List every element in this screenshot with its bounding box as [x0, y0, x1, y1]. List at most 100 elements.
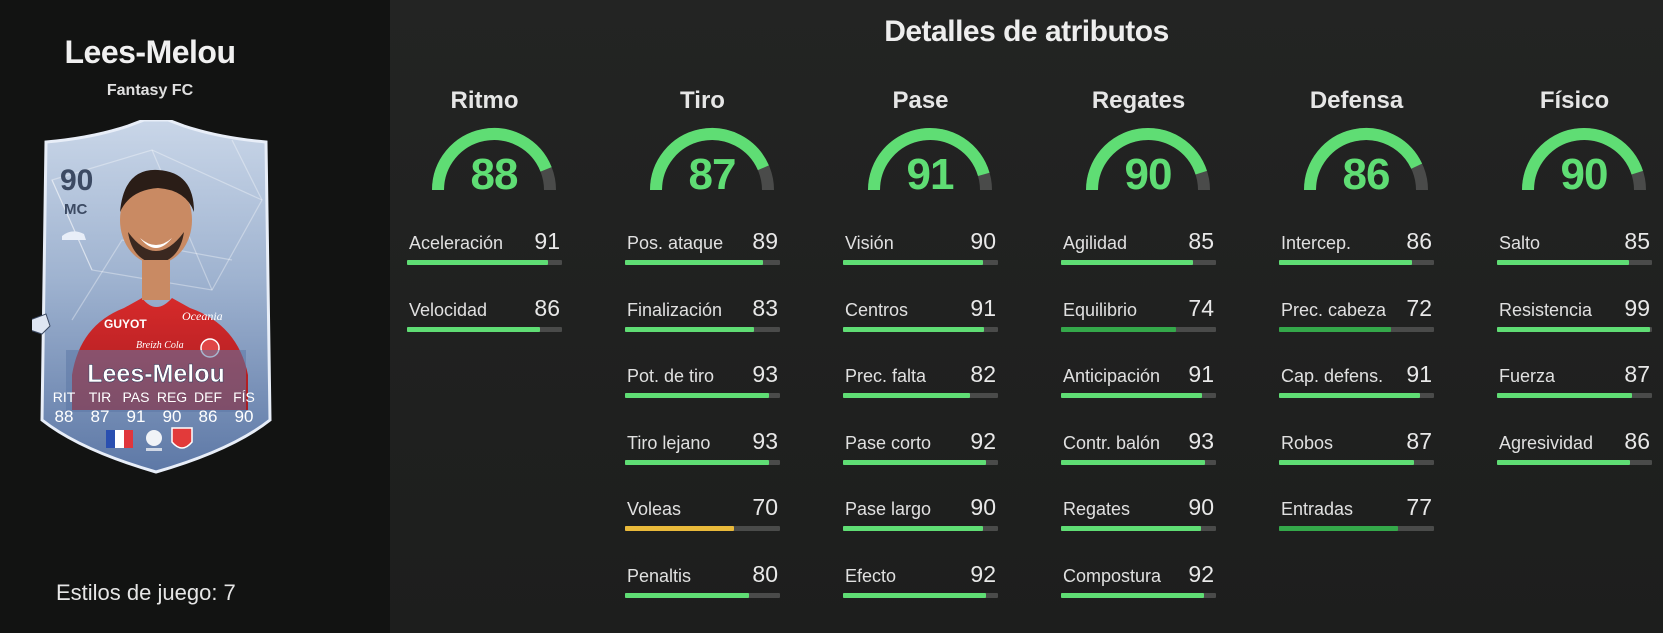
stat-label: Pase largo: [845, 499, 932, 519]
league-logo-icon: [146, 430, 162, 451]
stat-bar-fill: [1497, 460, 1631, 465]
stat-value: 87: [1624, 361, 1650, 387]
stat-row: Compostura 92: [1061, 561, 1216, 606]
stat-label: Visión: [845, 233, 894, 253]
stat-bar-fill: [625, 526, 734, 531]
stat-value: 87: [1406, 428, 1432, 454]
stat-row: Prec. falta 82: [843, 361, 998, 406]
stat-row: Tiro lejano 93: [625, 428, 780, 473]
stat-label: Penaltis: [627, 566, 692, 586]
stat-row: Robos 87: [1279, 428, 1434, 473]
stat-bar-fill: [843, 393, 971, 398]
stat-value: 90: [970, 494, 996, 520]
stat-bar-fill: [843, 327, 985, 332]
stat-label: Entradas: [1281, 499, 1354, 519]
card-stat-label-reg: REG: [157, 389, 187, 405]
gauge-fill: [868, 128, 990, 191]
card-rating: 90: [60, 164, 93, 197]
card-stat-value-tir: 87: [91, 407, 110, 426]
stat-bar-fill: [625, 393, 770, 398]
stat-row: Finalización 83: [625, 295, 780, 340]
stat-bar-fill: [843, 593, 986, 598]
stat-value: 89: [752, 228, 778, 254]
stat-row: Velocidad 86: [407, 295, 562, 340]
card-stat-label-fis: FÍS: [233, 389, 255, 405]
stat-bar-track: [843, 327, 998, 332]
category-gauge: [1522, 128, 1646, 191]
stat-bar-fill: [1497, 260, 1629, 265]
card-player-name: Lees-Melou: [87, 360, 225, 388]
stat-value: 92: [970, 561, 996, 587]
stat-row: Agilidad 85: [1061, 228, 1216, 273]
stat-value: 85: [1624, 228, 1650, 254]
stat-label: Voleas: [627, 499, 682, 519]
stat-row: Entradas 77: [1279, 494, 1434, 539]
stat-bar-fill: [1497, 393, 1632, 398]
stat-label: Pase corto: [845, 433, 932, 453]
stat-row: Prec. cabeza 72: [1279, 295, 1434, 340]
card-sponsor-guyot: GUYOT: [104, 317, 147, 331]
stat-label: Anticipación: [1063, 366, 1161, 386]
stat-bar-fill: [407, 260, 549, 265]
stat-label: Salto: [1499, 233, 1541, 253]
category-gauge: [868, 128, 992, 191]
playstyles-value: 7: [223, 580, 236, 605]
stat-bar-track: [625, 593, 780, 598]
stat-row: Cap. defens. 91: [1279, 361, 1434, 406]
stat-row: Voleas 70: [625, 494, 780, 539]
stat-bar-fill: [1279, 460, 1414, 465]
gauge-fill: [650, 128, 769, 191]
player-panel: Lees-Melou Fantasy FC 90 MC: [0, 0, 390, 633]
stat-value: 85: [1188, 228, 1214, 254]
stat-bar-track: [1279, 393, 1434, 398]
stat-bar-track: [625, 460, 780, 465]
stat-bar-track: [1497, 393, 1652, 398]
stat-bar-track: [407, 327, 562, 332]
stat-value: 82: [970, 361, 996, 387]
stat-label: Finalización: [627, 300, 723, 320]
stat-row: Fuerza 87: [1497, 361, 1652, 406]
stat-label: Centros: [845, 300, 909, 320]
page-title: Detalles de atributos: [884, 15, 1169, 48]
stat-label: Intercep.: [1281, 233, 1352, 253]
stat-value: 74: [1188, 295, 1214, 321]
stat-row: Efecto 92: [843, 561, 998, 606]
stat-bar-track: [1497, 260, 1652, 265]
stat-label: Contr. balón: [1063, 433, 1161, 453]
stat-label: Fuerza: [1499, 366, 1556, 386]
stat-bar-fill: [625, 327, 754, 332]
card-stat-value-rit: 88: [55, 407, 74, 426]
stat-bar-fill: [1279, 526, 1399, 531]
stat-value: 92: [970, 428, 996, 454]
stat-bar-track: [843, 393, 998, 398]
stat-bar-track: [843, 460, 998, 465]
card-type: Fantasy FC: [106, 82, 194, 99]
stat-label: Efecto: [845, 566, 897, 586]
category-name: Defensa: [1309, 87, 1404, 114]
stat-bar-track: [843, 260, 998, 265]
stat-row: Centros 91: [843, 295, 998, 340]
france-flag-icon: [106, 430, 133, 448]
category-rating: 90: [1124, 150, 1173, 199]
category-name: Físico: [1539, 87, 1610, 114]
card-stat-label-def: DEF: [194, 389, 222, 405]
category-gauge: [650, 128, 774, 191]
stat-bar-fill: [1279, 327, 1391, 332]
stat-value: 70: [752, 494, 778, 520]
category-rating: 88: [470, 150, 519, 199]
category-name: Tiro: [680, 87, 725, 114]
stat-label: Compostura: [1063, 566, 1162, 586]
stat-label: Regates: [1063, 499, 1131, 519]
stat-bar-fill: [1061, 593, 1204, 598]
stat-bar-track: [1279, 460, 1434, 465]
stat-row: Pase corto 92: [843, 428, 998, 473]
stat-row: Agresividad 86: [1497, 428, 1652, 473]
category-rating: 90: [1560, 150, 1609, 199]
stat-bar-fill: [843, 460, 986, 465]
card-stat-label-rit: RIT: [53, 389, 76, 405]
stat-bar-track: [1061, 460, 1216, 465]
stat-value: 90: [970, 228, 996, 254]
stat-bar-fill: [1061, 393, 1203, 398]
player-card[interactable]: 90 MC GUYOT Oceania Breizh Cola Lees-Mel…: [32, 120, 280, 495]
card-stat-label-pas: PAS: [123, 389, 150, 405]
